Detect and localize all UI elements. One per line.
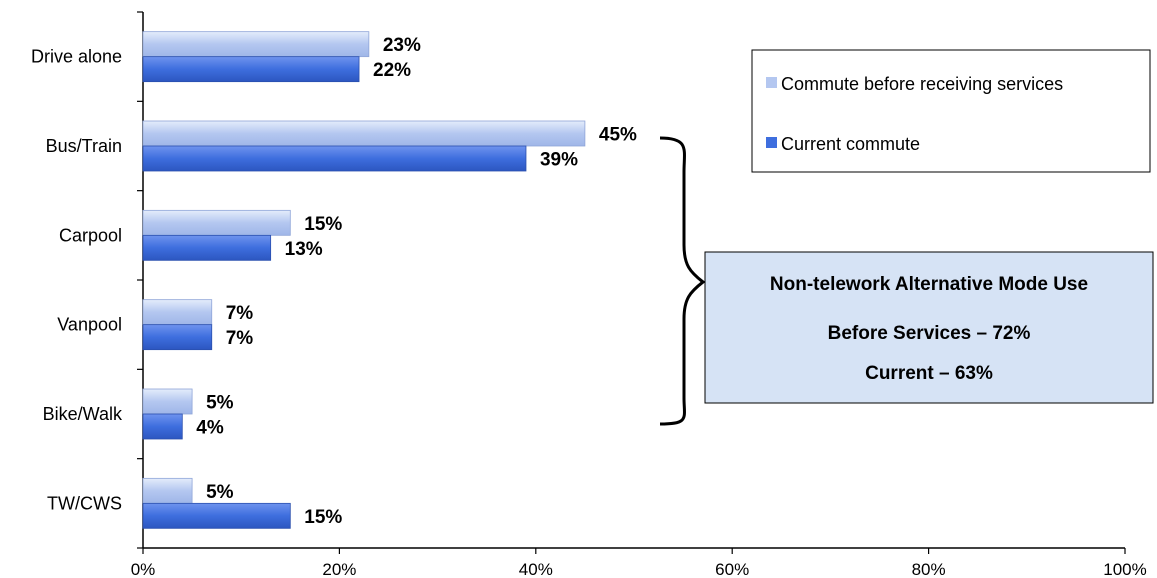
bar-before — [142, 388, 193, 415]
value-label-before: 45% — [599, 125, 637, 146]
x-tick-label: 80% — [912, 560, 946, 578]
value-label-before: 15% — [304, 214, 342, 235]
value-label-current: 13% — [285, 239, 323, 260]
bar-current — [142, 324, 213, 351]
x-tick-label: 20% — [322, 560, 356, 578]
bracket-icon — [659, 136, 706, 426]
bar-current — [142, 502, 291, 529]
x-tick-label: 60% — [715, 560, 749, 578]
bar-before — [142, 209, 291, 236]
value-label-current: 15% — [304, 507, 342, 528]
legend-label-current: Current commute — [781, 134, 920, 154]
value-label-before: 5% — [206, 393, 234, 414]
annotation-background — [704, 251, 1154, 404]
category-label: Carpool — [59, 225, 122, 245]
value-label-before: 7% — [226, 303, 254, 324]
bar-before — [142, 31, 370, 58]
bar-current — [142, 56, 360, 83]
category-label: Bike/Walk — [43, 404, 123, 424]
bar-current — [142, 234, 272, 261]
category-label: Drive alone — [31, 47, 122, 67]
x-tick-label: 100% — [1103, 560, 1146, 578]
x-tick-label: 40% — [519, 560, 553, 578]
value-label-current: 4% — [196, 418, 224, 439]
bar-before — [142, 299, 213, 326]
legend-swatch-current — [766, 137, 777, 148]
value-label-current: 39% — [540, 150, 578, 171]
bar-current — [142, 145, 527, 172]
value-label-current: 7% — [226, 328, 254, 349]
legend-swatch-before — [766, 77, 777, 88]
bar-before — [142, 120, 586, 147]
legend-box — [751, 49, 1151, 173]
annotation-box: Non-telework Alternative Mode Use Before… — [704, 251, 1154, 404]
value-label-before: 5% — [206, 482, 234, 503]
annotation-current: Current – 63% — [865, 363, 993, 384]
category-label: Bus/Train — [46, 136, 122, 156]
annotation-title: Non-telework Alternative Mode Use — [770, 274, 1088, 295]
bar-before — [142, 477, 193, 504]
category-label: TW/CWS — [47, 493, 122, 513]
value-label-before: 23% — [383, 35, 421, 56]
x-tick-label: 0% — [131, 560, 156, 578]
legend: Commute before receiving services Curren… — [751, 49, 1151, 173]
bar-current — [142, 413, 183, 440]
category-label: Vanpool — [57, 315, 122, 335]
value-label-current: 22% — [373, 60, 411, 81]
annotation-before: Before Services – 72% — [828, 323, 1031, 344]
legend-label-before: Commute before receiving services — [781, 74, 1063, 94]
